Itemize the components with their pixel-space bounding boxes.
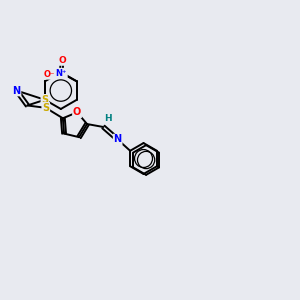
Text: S: S	[41, 95, 48, 105]
Text: N⁺: N⁺	[56, 68, 67, 77]
Text: N: N	[13, 85, 21, 96]
Text: O: O	[73, 107, 81, 117]
Text: O: O	[58, 56, 66, 65]
Text: O⁻: O⁻	[43, 70, 55, 79]
Text: H: H	[104, 114, 112, 123]
Text: N: N	[114, 134, 122, 145]
Text: S: S	[42, 103, 49, 113]
